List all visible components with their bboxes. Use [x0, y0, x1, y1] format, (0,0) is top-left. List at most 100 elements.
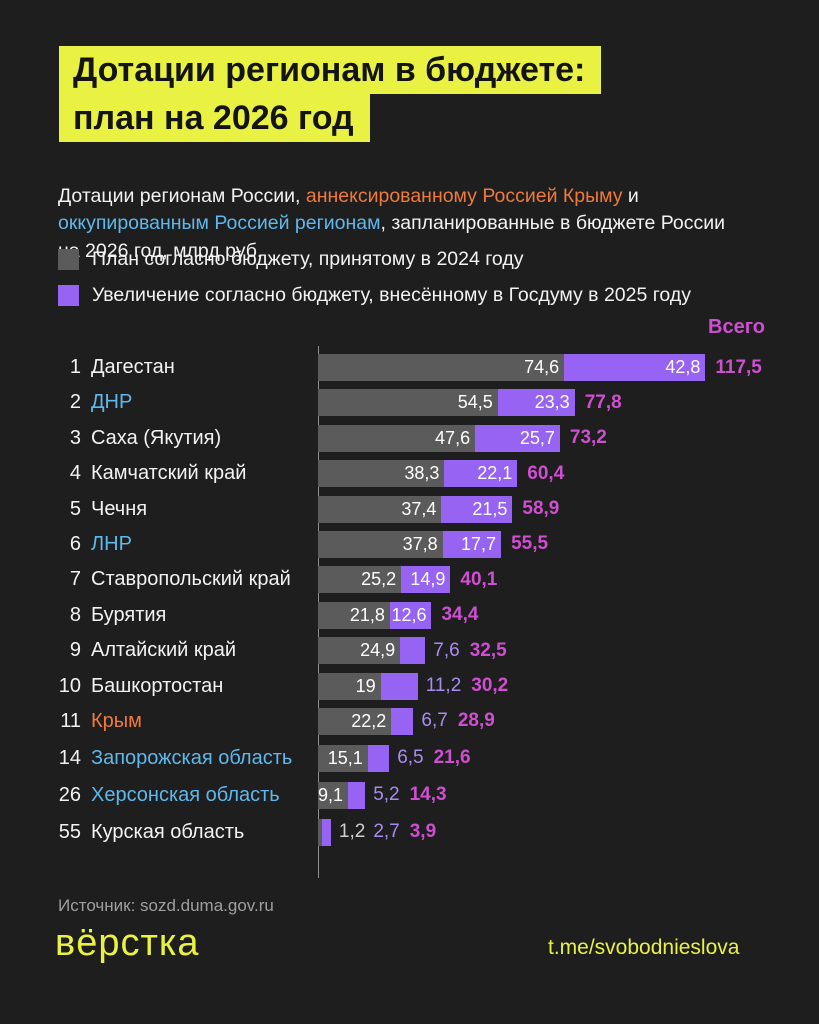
plan-bar: 47,6	[318, 424, 476, 452]
bar-group: 37,4 21,5 58,9	[318, 495, 819, 523]
plan-value: 22,2	[351, 710, 387, 731]
total-value: 28,9	[457, 710, 495, 732]
bar-group: 47,6 25,7 73,2	[318, 424, 819, 452]
plan-bar: 24,9	[318, 637, 401, 665]
increase-bar	[367, 744, 390, 772]
stacked-bar-chart: 1 Дагестан 74,6 42,8 117,5 2 ДНР 54,5 23,3 77,8 3 С…	[57, 346, 819, 878]
plan-bar: 21,8	[318, 601, 390, 629]
plan-bar	[318, 818, 322, 846]
page-title: Дотации регионам в бюджете: план на 2026…	[59, 46, 602, 142]
row-rank: 26	[58, 783, 81, 806]
increase-bar	[391, 707, 414, 735]
bar-group: 15,1 6,5 21,6	[318, 744, 819, 772]
region-label: Бурятия	[91, 603, 167, 626]
legend-item-plan: План согласно бюджету, принятому в 2024 …	[58, 248, 691, 271]
increase-value: 5,2	[373, 784, 400, 806]
plan-swatch-icon	[58, 249, 79, 270]
chart-row: 5 Чечня 37,4 21,5 58,9	[57, 495, 819, 523]
bar-group: 25,2 14,9 40,1	[318, 566, 819, 594]
increase-bar: 17,7	[442, 530, 502, 558]
increase-bar: 21,5	[441, 495, 513, 523]
plan-value: 15,1	[327, 747, 363, 768]
increase-value: 6,7	[421, 710, 448, 732]
page-title-line-1: Дотации регионам в бюджете:	[59, 46, 602, 94]
legend-item-increase: Увеличение согласно бюджету, внесённому …	[58, 284, 691, 307]
chart-row: 7 Ставропольский край 25,2 14,9 40,1	[57, 566, 819, 594]
region-label: Курская область	[91, 820, 245, 843]
region-label: Дагестан	[91, 356, 175, 378]
plan-value: 37,8	[402, 533, 438, 554]
row-rank: 5	[69, 497, 81, 520]
increase-value: 22,1	[477, 463, 513, 484]
region-label: Запорожская область	[91, 746, 293, 769]
plan-value: 25,2	[361, 569, 397, 590]
total-value: 58,9	[522, 498, 560, 520]
source-note: Источник: sozd.duma.gov.ru	[58, 896, 274, 915]
plan-bar: 38,3	[318, 460, 445, 488]
plan-bar: 19	[318, 672, 381, 700]
page-title-line-2: план на 2026 год	[59, 94, 370, 142]
plan-value: 19	[355, 675, 376, 696]
chart-row: 55 Курская область 1,2 2,7 3,9	[57, 818, 819, 846]
plan-value: 9,1	[317, 784, 343, 805]
legend-plan-label: План согласно бюджету, принятому в 2024 …	[92, 248, 524, 270]
increase-value: 23,3	[534, 392, 570, 413]
total-value: 32,5	[469, 639, 507, 661]
row-rank: 6	[69, 532, 81, 555]
chart-row: 3 Саха (Якутия) 47,6 25,7 73,2	[57, 424, 819, 452]
total-value: 77,8	[584, 391, 622, 413]
telegram-link[interactable]: t.me/svobodnieslova	[548, 936, 740, 959]
plan-bar: 54,5	[318, 389, 498, 417]
region-label: ДНР	[91, 391, 133, 414]
region-label: ЛНР	[91, 532, 132, 555]
plan-value: 24,9	[360, 640, 396, 661]
bar-group: 37,8 17,7 55,5	[318, 530, 819, 558]
plan-bar: 15,1	[318, 744, 368, 772]
chart-row: 10 Башкортостан 19 11,2 30,2	[57, 672, 819, 700]
row-rank: 14	[58, 746, 81, 769]
increase-value: 2,7	[373, 821, 400, 843]
plan-value: 74,6	[524, 357, 560, 377]
chart-row: 26 Херсонская область 9,1 5,2 14,3	[57, 781, 819, 809]
chart-row: 8 Бурятия 21,8 12,6 34,4	[57, 601, 819, 629]
bar-group: 54,5 23,3 77,8	[318, 389, 819, 417]
total-value: 117,5	[715, 356, 762, 378]
total-value: 3,9	[409, 821, 437, 843]
row-rank: 3	[69, 426, 81, 449]
bar-group: 38,3 22,1 60,4	[318, 460, 819, 488]
increase-value: 11,2	[425, 675, 462, 697]
increase-value: 21,5	[472, 498, 508, 519]
plan-bar: 9,1	[317, 781, 348, 809]
bar-group: 1,2 2,7 3,9	[318, 818, 819, 846]
subtitle-occupied-regions: оккупированным Россией регионам	[58, 212, 381, 234]
region-label: Саха (Якутия)	[91, 426, 222, 449]
increase-value: 12,6	[391, 604, 427, 625]
plan-bar: 74,6	[318, 354, 565, 381]
total-value: 60,4	[527, 462, 565, 484]
bar-group: 9,1 5,2 14,3	[317, 781, 819, 809]
increase-bar	[348, 781, 366, 809]
row-rank: 10	[58, 674, 81, 697]
bar-group: 19 11,2 30,2	[318, 672, 819, 700]
chart-row: 4 Камчатский край 38,3 22,1 60,4	[57, 460, 819, 488]
increase-value: 6,5	[397, 747, 424, 769]
bar-group: 21,8 12,6 34,4	[318, 601, 819, 629]
increase-bar	[322, 818, 331, 846]
plan-bar: 22,2	[318, 707, 392, 735]
chart-row: 1 Дагестан 74,6 42,8 117,5	[57, 354, 819, 381]
bar-group: 22,2 6,7 28,9	[318, 707, 819, 735]
row-rank: 4	[69, 462, 81, 485]
plan-value: 21,8	[349, 604, 385, 625]
increase-bar: 23,3	[497, 389, 575, 417]
chart-row: 2 ДНР 54,5 23,3 77,8	[57, 389, 819, 417]
total-value: 40,1	[460, 568, 498, 590]
increase-value: 42,8	[665, 357, 701, 377]
region-label: Алтайский край	[91, 639, 237, 662]
chart-row: 6 ЛНР 37,8 17,7 55,5	[57, 530, 819, 558]
subtitle-annexed-crimea: аннексированному Россией Крыму	[305, 184, 623, 207]
chart-row: 11 Крым 22,2 6,7 28,9	[57, 707, 819, 735]
region-label: Ставропольский край	[91, 568, 291, 591]
row-rank: 7	[69, 568, 81, 591]
chart-legend: План согласно бюджету, принятому в 2024 …	[58, 248, 691, 320]
plan-value: 47,6	[435, 427, 471, 448]
